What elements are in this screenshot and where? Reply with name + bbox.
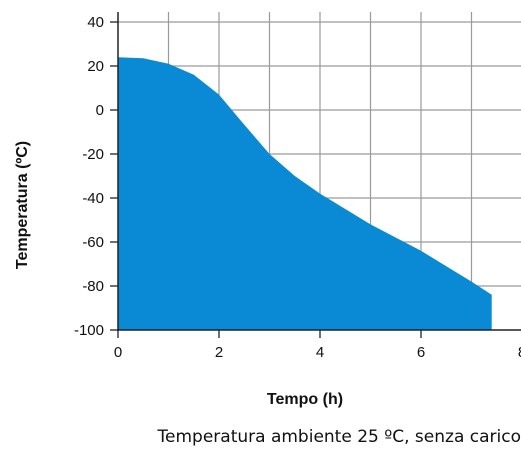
x-tick-label: 6 [417,344,425,361]
y-tick-label: 20 [87,58,104,75]
chart-caption: Temperatura ambiente 25 ºC, senza carico [157,427,521,447]
x-tick-label: 2 [215,344,223,361]
y-tick-label: -80 [82,278,104,295]
y-tick-label: -40 [82,190,104,207]
y-tick-label: -60 [82,234,104,251]
x-axis-title: Tempo (h) [267,391,343,408]
x-tick-label: 0 [114,344,122,361]
x-tick-label: 8 [518,344,521,361]
y-axis-title: Temperatura (ºC) [14,141,31,269]
y-tick-label: 0 [96,102,104,119]
y-tick-labels: 40 20 0 -20 -40 -60 -80 -100 [74,14,118,339]
data-area [118,57,492,330]
x-tick-label: 4 [316,344,324,361]
axes [117,12,521,331]
y-tick-label: -100 [74,322,104,339]
x-tick-labels: 0 2 4 6 8 [114,330,521,361]
y-tick-label: 40 [87,14,104,31]
y-tick-label: -20 [82,146,104,163]
